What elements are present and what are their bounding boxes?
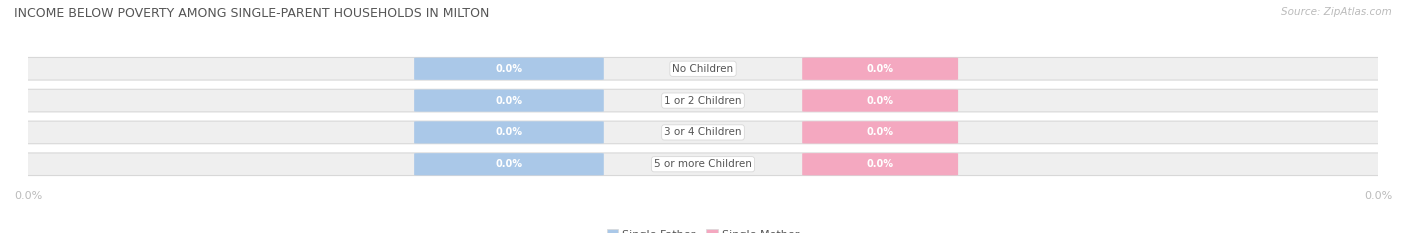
Text: 0.0%: 0.0% xyxy=(495,159,523,169)
FancyBboxPatch shape xyxy=(415,121,603,144)
FancyBboxPatch shape xyxy=(803,89,957,112)
FancyBboxPatch shape xyxy=(18,153,1388,175)
Text: 0.0%: 0.0% xyxy=(866,64,894,74)
FancyBboxPatch shape xyxy=(803,121,957,144)
Text: Source: ZipAtlas.com: Source: ZipAtlas.com xyxy=(1281,7,1392,17)
Text: 1 or 2 Children: 1 or 2 Children xyxy=(664,96,742,106)
Text: 3 or 4 Children: 3 or 4 Children xyxy=(664,127,742,137)
Text: 0.0%: 0.0% xyxy=(866,159,894,169)
FancyBboxPatch shape xyxy=(803,58,957,80)
Text: INCOME BELOW POVERTY AMONG SINGLE-PARENT HOUSEHOLDS IN MILTON: INCOME BELOW POVERTY AMONG SINGLE-PARENT… xyxy=(14,7,489,20)
Legend: Single Father, Single Mother: Single Father, Single Mother xyxy=(602,225,804,233)
Text: 0.0%: 0.0% xyxy=(495,64,523,74)
Text: 0.0%: 0.0% xyxy=(866,127,894,137)
FancyBboxPatch shape xyxy=(18,58,1388,80)
FancyBboxPatch shape xyxy=(415,153,603,175)
Text: 0.0%: 0.0% xyxy=(495,127,523,137)
FancyBboxPatch shape xyxy=(415,58,603,80)
FancyBboxPatch shape xyxy=(18,121,1388,144)
Text: 0.0%: 0.0% xyxy=(495,96,523,106)
FancyBboxPatch shape xyxy=(415,89,603,112)
Text: 0.0%: 0.0% xyxy=(866,96,894,106)
FancyBboxPatch shape xyxy=(18,89,1388,112)
FancyBboxPatch shape xyxy=(803,153,957,175)
Text: 5 or more Children: 5 or more Children xyxy=(654,159,752,169)
Text: No Children: No Children xyxy=(672,64,734,74)
